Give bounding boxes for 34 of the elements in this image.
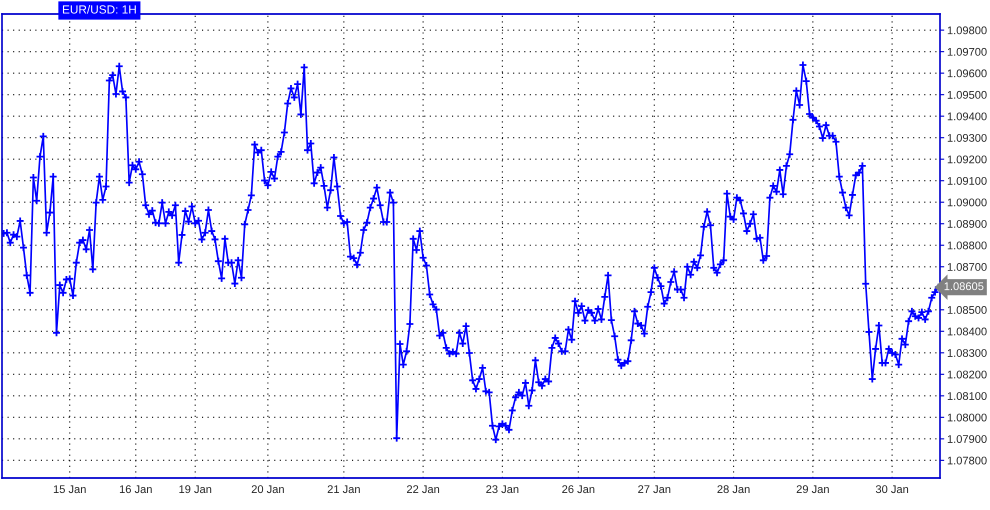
y-tick-label: 1.09800 [948,26,987,34]
y-tick-label: 1.09500 [948,90,987,99]
y-tick-label: 1.09000 [948,198,987,206]
x-tick-label: 27 Jan [638,485,670,494]
x-tick-label: 26 Jan [562,485,594,494]
y-tick-label: 1.08500 [948,306,987,314]
y-tick-label: 1.08000 [948,414,987,422]
y-tick-label: 1.08700 [948,263,987,271]
y-tick-label: 1.08200 [948,370,987,378]
y-tick-label: 1.08800 [948,242,987,250]
y-tick-label: 1.08300 [948,349,987,357]
text: 1.08605 [944,282,984,290]
chart-title: EUR/USD: 1H [62,5,136,14]
x-tick-label: 22 Jan [406,485,440,494]
y-tick-label: 1.09300 [948,134,987,142]
y-tick-label: 1.09400 [948,112,987,120]
y-tick-label: 1.07900 [948,435,987,443]
x-tick-label: 19 Jan [179,485,212,494]
y-tick-label: 1.08900 [948,220,987,228]
y-tick-label: 1.09700 [948,48,987,56]
x-tick-label: 16 Jan [120,485,152,494]
y-tick-label: 1.08100 [948,392,987,400]
y-tick-label: 1.07800 [948,456,987,464]
x-tick-label: 23 Jan [486,485,518,494]
y-tick-label: 1.09600 [948,69,987,78]
y-tick-label: 1.09200 [948,155,987,164]
x-tick-label: 30 Jan [876,485,908,494]
x-tick-label: 29 Jan [796,485,829,494]
x-tick-label: 21 Jan [328,485,360,494]
x-tick-label: 20 Jan [252,485,284,494]
x-tick-label: 15 Jan [54,485,86,494]
y-tick-label: 1.09100 [948,176,987,185]
y-tick-label: 1.08400 [948,328,987,336]
x-tick-label: 28 Jan [717,485,750,494]
